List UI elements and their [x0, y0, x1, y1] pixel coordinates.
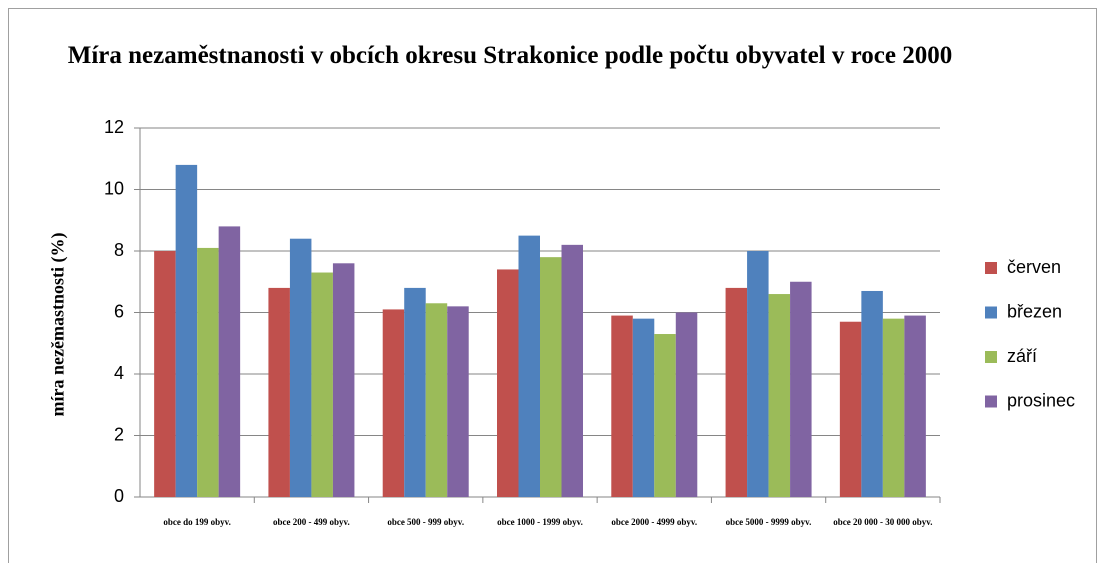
bar [289, 238, 312, 497]
bar [518, 235, 540, 497]
bar [540, 257, 562, 497]
bar [175, 164, 198, 497]
bar [747, 251, 769, 497]
y-tick-label: 4 [114, 363, 124, 383]
legend-swatch [985, 351, 997, 363]
bar [611, 315, 633, 497]
x-tick-label: obce 500 - 999 obyv. [387, 517, 465, 527]
bar [332, 263, 355, 497]
x-tick-label: obce 1000 - 1999 obyv. [497, 517, 583, 527]
bar [768, 294, 791, 497]
bar [311, 272, 333, 497]
y-axis-label: míra nezěmastnosti (%) [47, 232, 68, 417]
bar [632, 318, 655, 497]
x-tick-label: obce 20 000 - 30 000 obyv. [833, 517, 933, 527]
bar [882, 318, 905, 497]
bar [861, 290, 883, 497]
bar [268, 287, 290, 497]
y-tick-label: 6 [114, 301, 124, 321]
legend-swatch [985, 395, 997, 408]
bar [154, 251, 176, 497]
x-tick-label: obce 5000 - 9999 obyv. [725, 517, 812, 527]
bar [790, 281, 812, 497]
bar [839, 321, 862, 497]
legend-label: březen [1007, 301, 1062, 321]
y-tick-label: 8 [114, 240, 124, 260]
bar [725, 287, 748, 497]
chart-frame [8, 8, 1097, 563]
y-tick-label: 2 [114, 424, 124, 444]
bar [497, 269, 519, 497]
bar [197, 247, 219, 497]
y-tick-label: 0 [114, 486, 124, 506]
bar [904, 315, 926, 497]
x-tick-label: obce 200 - 499 obyv. [273, 517, 350, 527]
x-tick-label: obce do 199 obyv. [163, 517, 231, 527]
legend-swatch [985, 306, 997, 319]
legend-label: září [1007, 346, 1037, 366]
legend-label: červen [1007, 257, 1061, 277]
bar [425, 303, 448, 497]
bar [218, 226, 241, 497]
legend-label: prosinec [1007, 390, 1075, 410]
legend-swatch [985, 262, 997, 274]
bar [675, 312, 698, 497]
bar [654, 334, 676, 497]
chart-title: Míra nezaměstnanosti v obcích okresu Str… [67, 42, 953, 69]
y-tick-label: 12 [104, 117, 124, 137]
y-tick-label: 10 [104, 178, 124, 198]
x-tick-label: obce 2000 - 4999 obyv. [611, 517, 698, 527]
bar [382, 309, 405, 497]
bar [447, 306, 469, 497]
bar [561, 244, 583, 497]
bar [404, 287, 426, 497]
